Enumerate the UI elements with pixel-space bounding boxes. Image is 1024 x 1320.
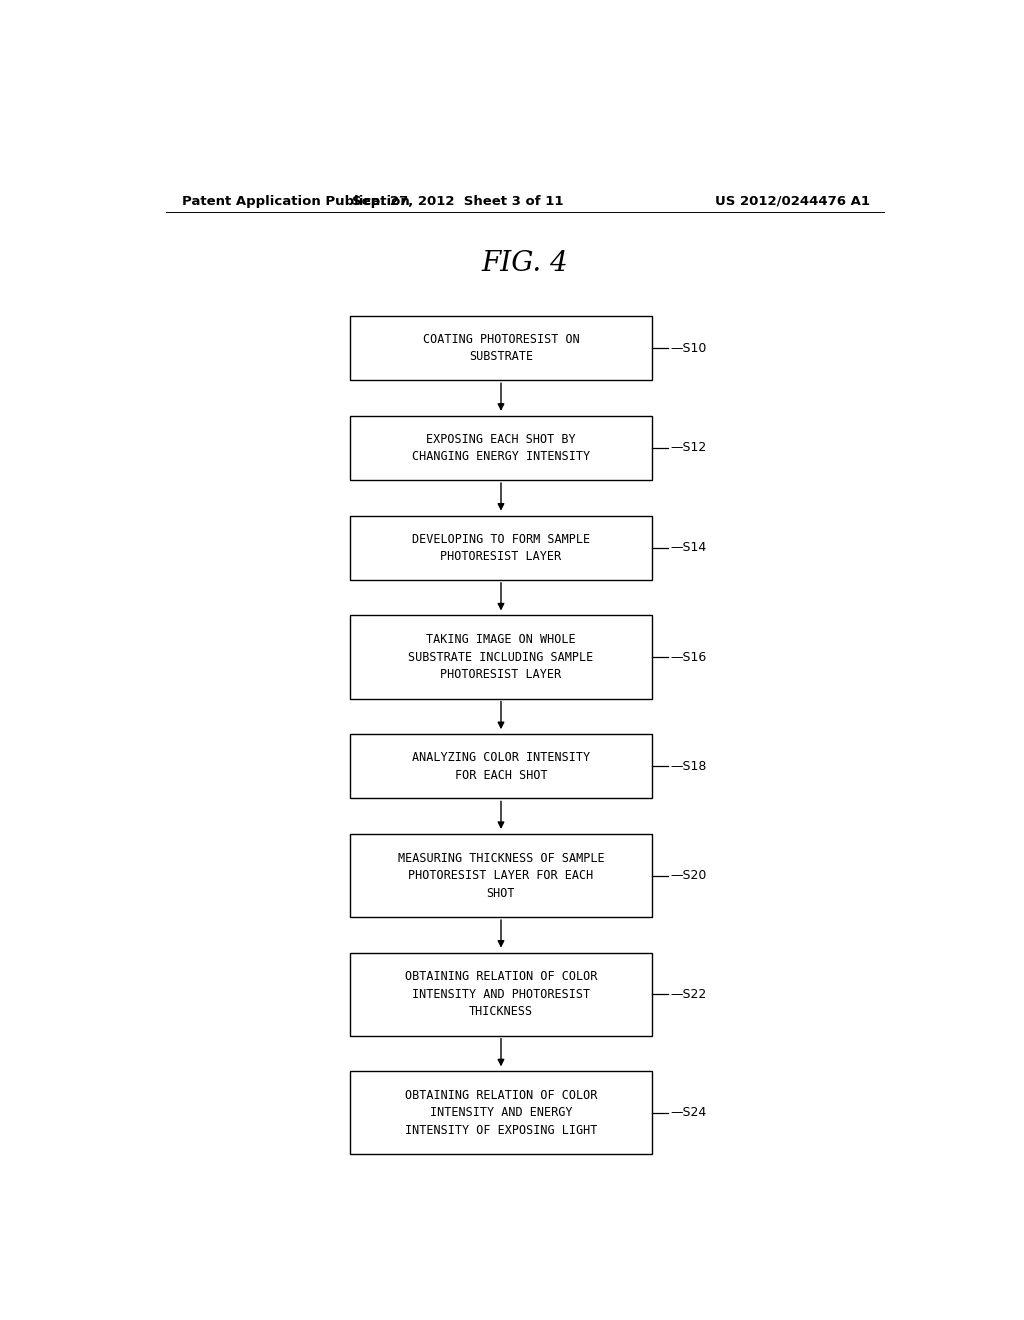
- Text: OBTAINING RELATION OF COLOR
INTENSITY AND ENERGY
INTENSITY OF EXPOSING LIGHT: OBTAINING RELATION OF COLOR INTENSITY AN…: [404, 1089, 597, 1137]
- Text: —S16: —S16: [670, 651, 707, 664]
- Text: —S14: —S14: [670, 541, 707, 554]
- Bar: [350, 953, 651, 1036]
- Text: —S22: —S22: [670, 987, 707, 1001]
- Text: —S20: —S20: [670, 869, 707, 882]
- Text: —S18: —S18: [670, 760, 707, 772]
- Text: Sep. 27, 2012  Sheet 3 of 11: Sep. 27, 2012 Sheet 3 of 11: [351, 194, 563, 207]
- Bar: [350, 734, 651, 799]
- Text: —S24: —S24: [670, 1106, 707, 1119]
- Text: MEASURING THICKNESS OF SAMPLE
PHOTORESIST LAYER FOR EACH
SHOT: MEASURING THICKNESS OF SAMPLE PHOTORESIS…: [397, 851, 604, 899]
- Text: TAKING IMAGE ON WHOLE
SUBSTRATE INCLUDING SAMPLE
PHOTORESIST LAYER: TAKING IMAGE ON WHOLE SUBSTRATE INCLUDIN…: [409, 634, 594, 681]
- Text: US 2012/0244476 A1: US 2012/0244476 A1: [715, 194, 870, 207]
- Text: DEVELOPING TO FORM SAMPLE
PHOTORESIST LAYER: DEVELOPING TO FORM SAMPLE PHOTORESIST LA…: [412, 532, 590, 564]
- Text: ANALYZING COLOR INTENSITY
FOR EACH SHOT: ANALYZING COLOR INTENSITY FOR EACH SHOT: [412, 751, 590, 781]
- Text: Patent Application Publication: Patent Application Publication: [182, 194, 410, 207]
- Text: —S10: —S10: [670, 342, 707, 355]
- Bar: [350, 516, 651, 579]
- Text: EXPOSING EACH SHOT BY
CHANGING ENERGY INTENSITY: EXPOSING EACH SHOT BY CHANGING ENERGY IN…: [412, 433, 590, 463]
- Text: FIG. 4: FIG. 4: [481, 249, 568, 277]
- Text: COATING PHOTORESIST ON
SUBSTRATE: COATING PHOTORESIST ON SUBSTRATE: [423, 333, 580, 363]
- Text: —S12: —S12: [670, 441, 707, 454]
- Text: OBTAINING RELATION OF COLOR
INTENSITY AND PHOTORESIST
THICKNESS: OBTAINING RELATION OF COLOR INTENSITY AN…: [404, 970, 597, 1018]
- Bar: [350, 615, 651, 698]
- Bar: [350, 315, 651, 380]
- Bar: [350, 416, 651, 480]
- Bar: [350, 834, 651, 917]
- Bar: [350, 1072, 651, 1155]
